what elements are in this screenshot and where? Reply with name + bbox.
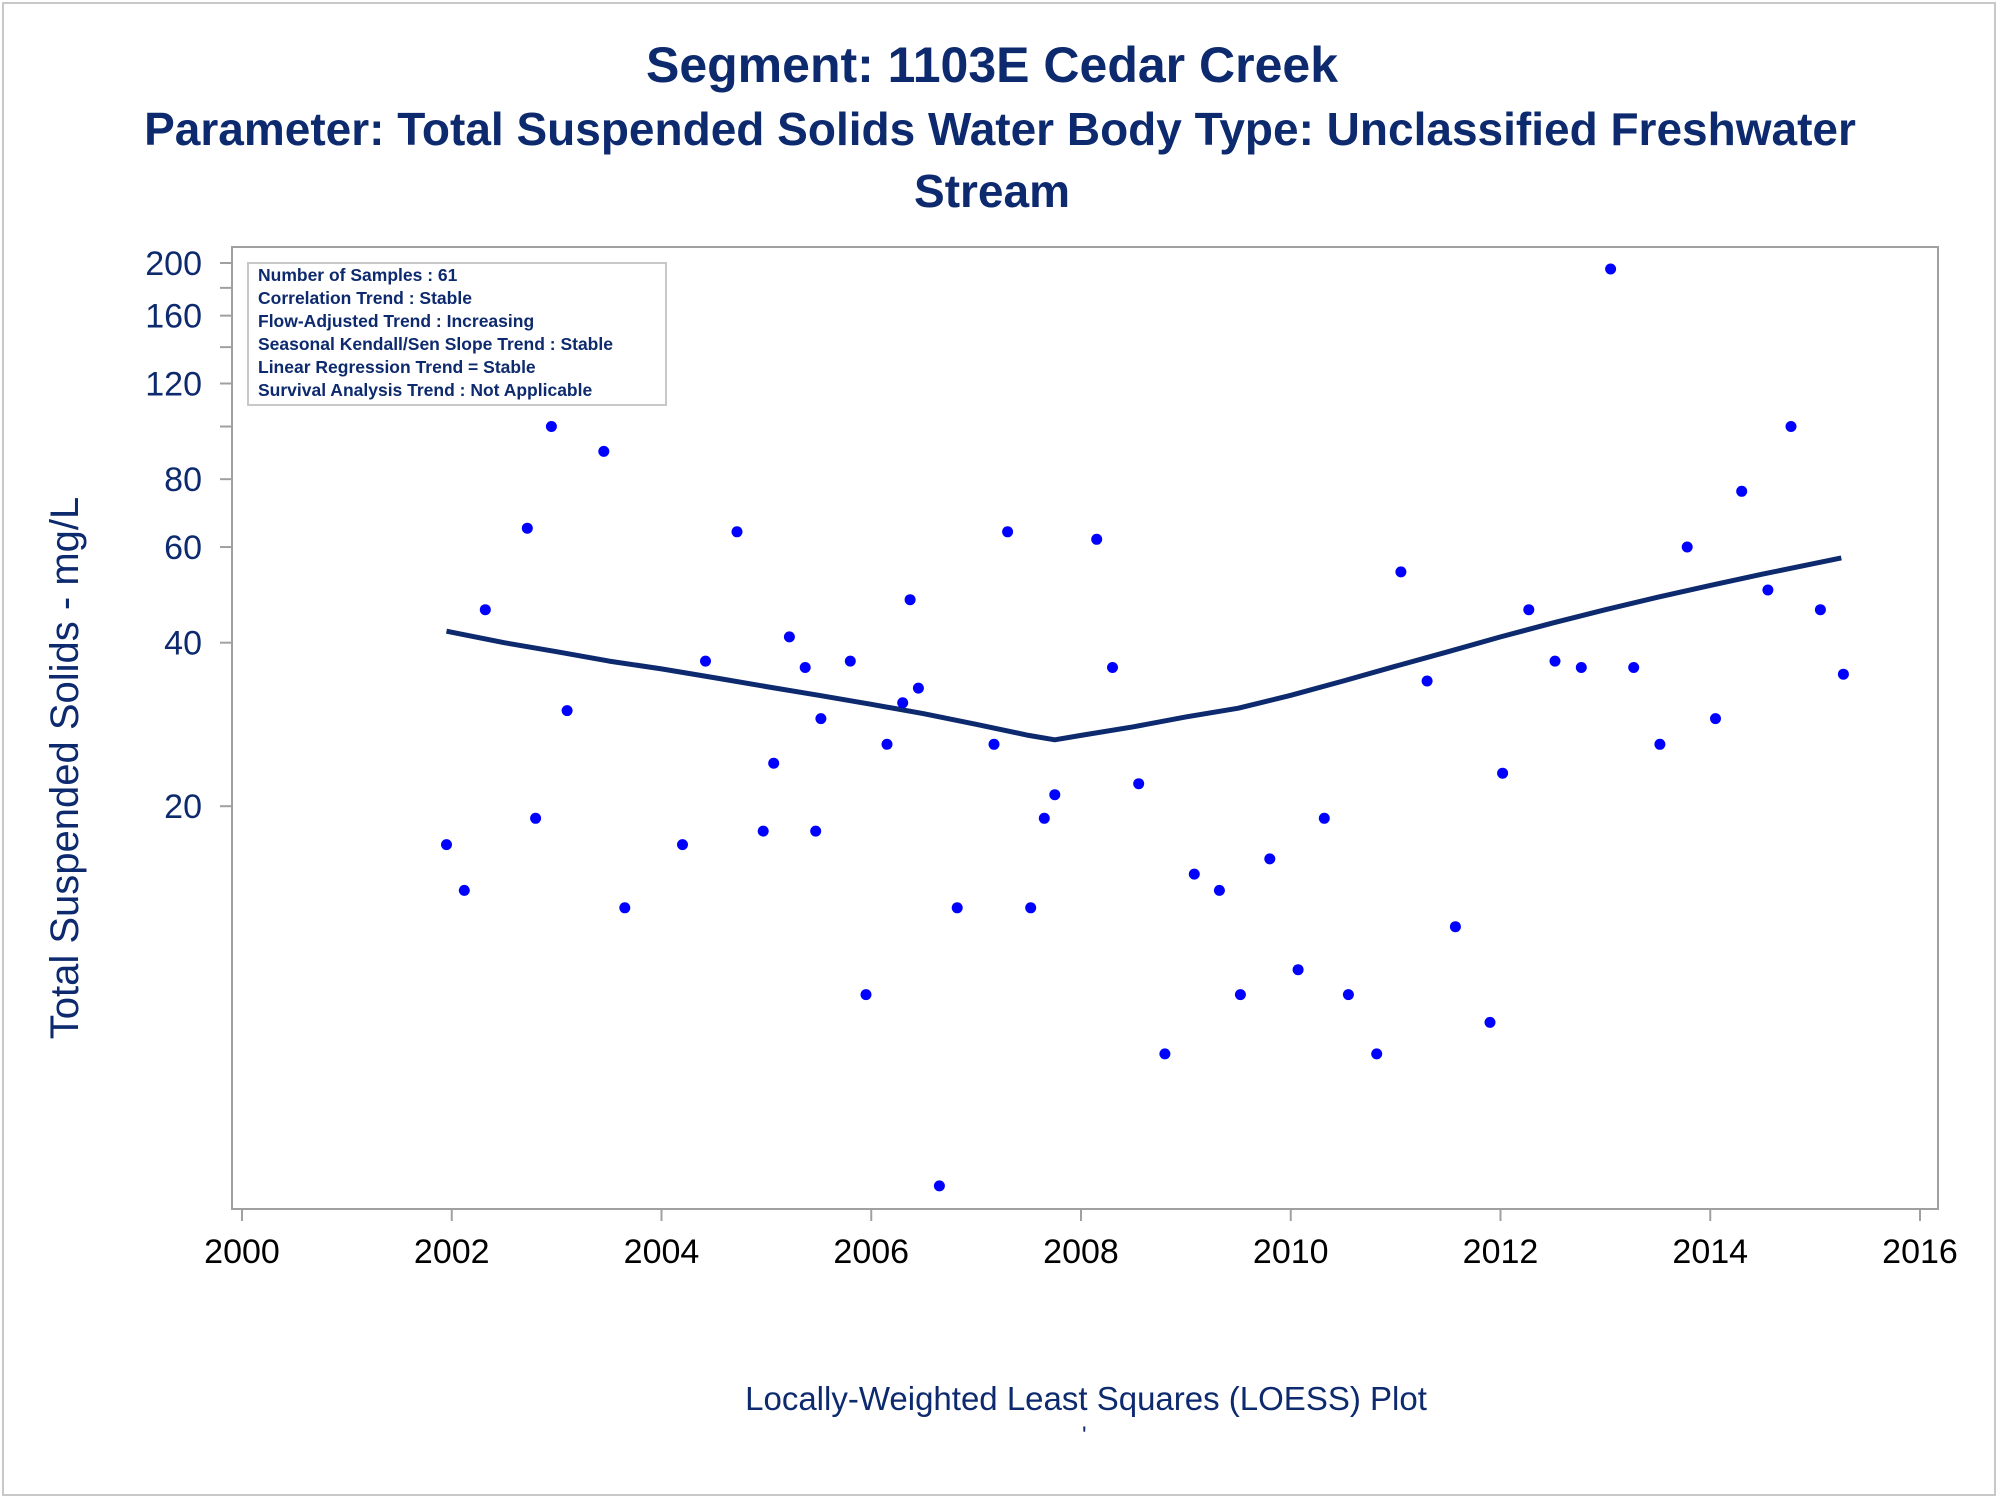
data-point [1785, 421, 1797, 432]
data-point [1484, 1016, 1496, 1028]
data-point [479, 604, 491, 616]
stats-line: Seasonal Kendall/Sen Slope Trend : Stabl… [258, 334, 613, 354]
data-point [1318, 812, 1330, 824]
data-point [799, 662, 811, 673]
data-point [881, 738, 893, 750]
data-point [1814, 604, 1826, 616]
data-point [1091, 533, 1103, 545]
y-tick-label: 40 [164, 625, 202, 663]
data-point [933, 1180, 945, 1192]
data-point [1025, 902, 1037, 914]
data-point [677, 839, 688, 851]
stats-line: Linear Regression Trend = Stable [258, 357, 536, 377]
data-point [561, 705, 573, 717]
data-point [1710, 713, 1721, 725]
data-point [1497, 767, 1509, 779]
x-tick-label: 2004 [624, 1233, 700, 1271]
data-point [521, 522, 533, 534]
data-point [1159, 1048, 1171, 1060]
data-point [1342, 989, 1354, 1001]
y-tick-label: 20 [164, 788, 202, 826]
chart-subtitle: Parameter: Total Suspended Solids Water … [144, 103, 1856, 155]
stats-line: Number of Samples : 61 [258, 265, 458, 285]
data-point [1523, 604, 1535, 616]
data-point [1188, 868, 1200, 880]
data-point [441, 839, 452, 851]
data-point [1234, 989, 1246, 1001]
data-point [1549, 655, 1561, 667]
data-point [1654, 738, 1666, 750]
y-tick-label: 60 [164, 529, 202, 567]
data-point [1264, 853, 1276, 865]
x-tick-label: 2014 [1672, 1233, 1748, 1271]
x-tick-label: 2008 [1043, 1233, 1119, 1271]
data-point [757, 825, 769, 837]
y-tick-label: 80 [164, 461, 202, 499]
data-point [1038, 812, 1050, 824]
data-point [904, 594, 916, 606]
x-tick-label: 2002 [414, 1233, 490, 1271]
data-point [1762, 584, 1774, 596]
data-point [619, 902, 631, 914]
data-point [912, 682, 924, 694]
data-point [1213, 884, 1225, 896]
stats-box [247, 262, 667, 406]
data-point [1628, 662, 1640, 673]
loess-line [446, 555, 1842, 743]
data-point [1681, 541, 1693, 553]
data-point [1575, 662, 1587, 673]
data-point [458, 884, 470, 896]
data-point [844, 655, 856, 667]
data-point [731, 526, 743, 538]
y-tick-label: 200 [145, 245, 202, 283]
data-point [1049, 789, 1061, 801]
data-point [810, 825, 822, 837]
data-point [860, 989, 872, 1001]
stats-line: Flow-Adjusted Trend : Increasing [258, 311, 534, 331]
y-tick-label: 120 [145, 366, 202, 404]
data-point [545, 421, 557, 432]
data-point [1449, 921, 1461, 933]
data-point [1133, 778, 1145, 790]
data-point [1002, 526, 1014, 538]
stats-line: Survival Analysis Trend : Not Applicable [258, 380, 592, 400]
data-point [768, 757, 780, 769]
x-tick-label: 2010 [1253, 1233, 1329, 1271]
data-point [951, 902, 963, 914]
stats-line: Correlation Trend : Stable [258, 288, 472, 308]
data-point [530, 812, 542, 824]
data-point [1736, 485, 1748, 497]
y-axis-label: Total Suspended Solids - mg/L [43, 497, 87, 1040]
data-point [1605, 263, 1617, 275]
data-point [1421, 675, 1433, 687]
data-point [1395, 566, 1407, 578]
data-point [598, 445, 610, 457]
data-point [897, 697, 909, 709]
chart-title: Segment: 1103E Cedar Creek [645, 37, 1339, 93]
data-point [1107, 662, 1118, 673]
data-point [1292, 964, 1304, 976]
footnote: Locally-Weighted Least Squares (LOESS) P… [745, 1380, 1427, 1417]
data-point [1371, 1048, 1383, 1060]
chart-subtitle-continued: Stream [914, 165, 1070, 217]
data-point [783, 631, 795, 643]
y-tick-label: 160 [145, 298, 202, 336]
data-point [700, 655, 711, 667]
footnote-mark: ' [1082, 1422, 1087, 1449]
data-point [815, 713, 827, 725]
x-tick-label: 2000 [204, 1233, 280, 1271]
data-point [1837, 668, 1849, 680]
data-point [988, 738, 1000, 750]
x-tick-label: 2006 [833, 1233, 909, 1271]
plot-area [231, 246, 1939, 1210]
x-tick-label: 2016 [1882, 1233, 1958, 1271]
x-tick-label: 2012 [1463, 1233, 1539, 1271]
